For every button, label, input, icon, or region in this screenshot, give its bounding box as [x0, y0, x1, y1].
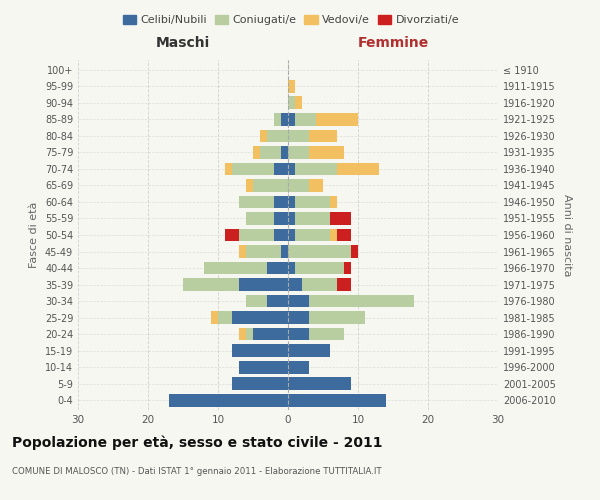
Bar	[274, 212, 288, 225]
Bar	[337, 278, 351, 291]
Bar	[295, 113, 316, 126]
Bar	[288, 228, 295, 241]
Bar	[225, 228, 239, 241]
Bar	[253, 146, 260, 159]
Bar	[267, 262, 288, 274]
Bar	[239, 278, 288, 291]
Bar	[309, 294, 414, 308]
Text: Maschi: Maschi	[156, 36, 210, 50]
Bar	[232, 162, 274, 175]
Bar	[295, 262, 344, 274]
Bar	[337, 228, 351, 241]
Bar	[274, 162, 288, 175]
Bar	[288, 212, 295, 225]
Bar	[274, 228, 288, 241]
Bar	[232, 377, 288, 390]
Bar	[288, 377, 351, 390]
Text: COMUNE DI MALOSCO (TN) - Dati ISTAT 1° gennaio 2011 - Elaborazione TUTTITALIA.IT: COMUNE DI MALOSCO (TN) - Dati ISTAT 1° g…	[12, 468, 382, 476]
Bar	[330, 212, 351, 225]
Bar	[288, 394, 386, 406]
Bar	[239, 245, 246, 258]
Bar	[288, 179, 309, 192]
Bar	[288, 80, 295, 93]
Legend: Celibi/Nubili, Coniugati/e, Vedovi/e, Divorziati/e: Celibi/Nubili, Coniugati/e, Vedovi/e, Di…	[118, 10, 464, 30]
Bar	[169, 394, 288, 406]
Bar	[225, 162, 232, 175]
Bar	[281, 113, 288, 126]
Bar	[309, 311, 365, 324]
Bar	[260, 130, 267, 142]
Bar	[295, 228, 330, 241]
Bar	[288, 245, 351, 258]
Bar	[295, 212, 330, 225]
Bar	[288, 196, 295, 208]
Bar	[302, 278, 337, 291]
Bar	[330, 196, 337, 208]
Bar	[274, 196, 288, 208]
Bar	[316, 113, 358, 126]
Y-axis label: Fasce di età: Fasce di età	[29, 202, 39, 268]
Bar	[309, 146, 344, 159]
Bar	[295, 162, 337, 175]
Bar	[253, 179, 288, 192]
Bar	[260, 146, 281, 159]
Bar	[351, 245, 358, 258]
Bar	[239, 360, 288, 374]
Bar	[246, 179, 253, 192]
Bar	[204, 262, 267, 274]
Bar	[288, 328, 309, 340]
Bar	[267, 130, 288, 142]
Bar	[232, 344, 288, 357]
Bar	[337, 162, 379, 175]
Bar	[288, 113, 295, 126]
Y-axis label: Anni di nascita: Anni di nascita	[562, 194, 572, 276]
Bar	[274, 113, 281, 126]
Bar	[295, 196, 330, 208]
Bar	[239, 196, 274, 208]
Bar	[288, 344, 330, 357]
Bar	[246, 328, 253, 340]
Bar	[288, 294, 309, 308]
Bar	[288, 262, 295, 274]
Bar	[295, 96, 302, 110]
Text: Femmine: Femmine	[358, 36, 428, 50]
Bar	[239, 228, 274, 241]
Bar	[246, 294, 267, 308]
Bar	[218, 311, 232, 324]
Bar	[246, 212, 274, 225]
Text: Popolazione per età, sesso e stato civile - 2011: Popolazione per età, sesso e stato civil…	[12, 435, 383, 450]
Bar	[309, 328, 344, 340]
Bar	[330, 228, 337, 241]
Bar	[288, 360, 309, 374]
Bar	[344, 262, 351, 274]
Bar	[288, 130, 309, 142]
Bar	[309, 179, 323, 192]
Bar	[281, 146, 288, 159]
Bar	[288, 96, 295, 110]
Bar	[267, 294, 288, 308]
Bar	[183, 278, 239, 291]
Bar	[253, 328, 288, 340]
Bar	[211, 311, 218, 324]
Bar	[239, 328, 246, 340]
Bar	[232, 311, 288, 324]
Bar	[288, 278, 302, 291]
Bar	[288, 311, 309, 324]
Bar	[281, 245, 288, 258]
Bar	[288, 162, 295, 175]
Bar	[309, 130, 337, 142]
Bar	[246, 245, 281, 258]
Bar	[288, 146, 309, 159]
